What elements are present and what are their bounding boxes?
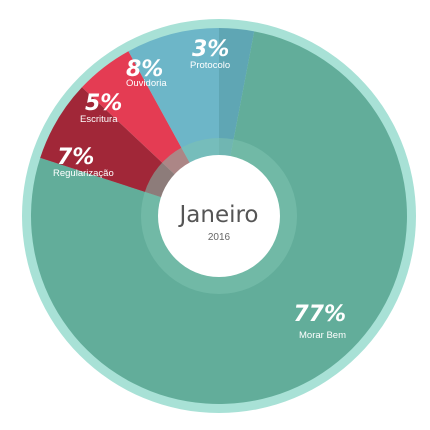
center-title: Janeiro bbox=[177, 202, 258, 228]
slice-percent-label: 5% bbox=[85, 91, 122, 116]
slice-percent-label: 7% bbox=[57, 145, 94, 170]
slice-name-label: Morar Bem bbox=[299, 330, 346, 341]
slice-percent-label: 8% bbox=[126, 57, 163, 82]
slice-percent-label: 77% bbox=[293, 302, 346, 327]
slice-name-label: Escritura bbox=[80, 114, 118, 125]
slice-name-label: Ouvidoria bbox=[126, 78, 167, 89]
slice-percent-label: 3% bbox=[192, 37, 229, 62]
slice-name-label: Regularização bbox=[53, 168, 114, 179]
center-subtitle: 2016 bbox=[208, 232, 231, 243]
center-circle bbox=[158, 155, 280, 277]
slice-name-label: Protocolo bbox=[190, 60, 230, 71]
slice-labels: 3%Protocolo 77% Morar Bem 7%Regularização 5%… bbox=[53, 37, 346, 341]
